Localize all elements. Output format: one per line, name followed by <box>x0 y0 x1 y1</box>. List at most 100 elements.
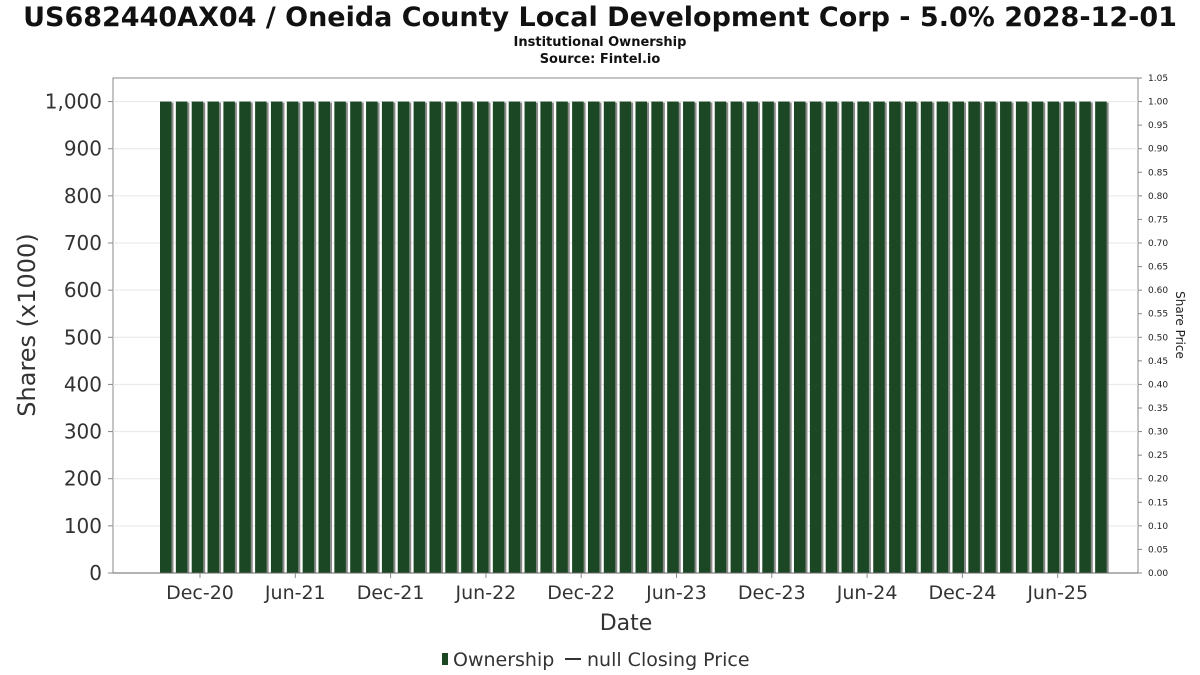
bar <box>318 101 330 574</box>
bar <box>397 101 410 574</box>
y-tick-label: 100 <box>64 514 102 538</box>
y-tick-label: 0 <box>89 561 102 585</box>
chart-title: US682440AX04 / Oneida County Local Devel… <box>23 2 1177 33</box>
y2-tick-label: 0.20 <box>1148 475 1168 485</box>
y-tick-label: 800 <box>64 184 102 208</box>
y-tick-label: 900 <box>64 137 102 161</box>
bar <box>825 101 838 574</box>
bar <box>698 101 711 574</box>
y2-tick-label: 0.25 <box>1148 451 1168 461</box>
bar <box>1063 101 1075 574</box>
bar <box>239 101 251 574</box>
y2-tick-label: 0.00 <box>1148 569 1168 579</box>
y-tick-label: 200 <box>64 467 102 491</box>
y-tick-label: 600 <box>64 278 102 302</box>
bar <box>207 101 220 574</box>
bar <box>160 101 172 574</box>
y2-tick-label: 0.70 <box>1148 239 1168 249</box>
bar <box>366 101 378 574</box>
y-axis-label: Shares (x1000) <box>13 233 41 416</box>
bar <box>255 101 267 574</box>
y2-tick-label: 0.75 <box>1148 215 1168 225</box>
y2-tick-label: 0.40 <box>1148 380 1168 390</box>
y-tick-label: 700 <box>64 231 102 255</box>
bar <box>857 101 869 574</box>
bar <box>1031 101 1044 574</box>
bar <box>952 101 964 574</box>
x-tick-label: Dec-20 <box>166 582 234 604</box>
y2-axis-label: Share Price <box>1173 291 1187 359</box>
bar <box>920 101 933 574</box>
y2-tick-label: 1.05 <box>1148 74 1168 84</box>
x-tick-label: Dec-24 <box>928 582 996 604</box>
y2-tick-label: 0.55 <box>1148 310 1168 320</box>
x-tick-label: Jun-25 <box>1026 582 1088 604</box>
bar <box>413 101 426 574</box>
y2-tick-label: 0.90 <box>1148 145 1168 155</box>
bar <box>350 101 362 574</box>
y2-tick-label: 0.05 <box>1148 545 1168 555</box>
y2-tick-label: 0.30 <box>1148 428 1168 438</box>
bar <box>889 101 901 574</box>
bar <box>984 101 996 574</box>
y2-tick-label: 0.80 <box>1148 192 1168 202</box>
legend-price-label: null Closing Price <box>587 649 750 671</box>
bar <box>508 101 521 574</box>
bar <box>873 101 885 574</box>
y2-tick-label: 0.10 <box>1148 522 1168 532</box>
y-tick-label: 500 <box>64 325 102 349</box>
x-tick-label: Dec-23 <box>738 582 806 604</box>
bar <box>524 101 537 574</box>
bar <box>778 101 790 574</box>
legend-ownership-swatch <box>442 653 448 665</box>
bar <box>445 101 457 574</box>
x-tick-label: Jun-22 <box>455 582 517 604</box>
bar <box>477 101 489 574</box>
bar <box>746 101 758 574</box>
legend-ownership-label: Ownership <box>453 649 554 671</box>
bar <box>1079 101 1091 574</box>
y2-tick-label: 1.00 <box>1148 98 1168 108</box>
bar <box>730 101 743 574</box>
bar <box>302 101 315 574</box>
y-tick-label: 300 <box>64 420 102 444</box>
bar <box>556 101 568 574</box>
bar <box>762 101 774 574</box>
bar <box>223 101 235 574</box>
bar <box>1095 101 1107 574</box>
bar <box>492 101 505 574</box>
bar <box>794 101 806 574</box>
x-tick-label: Dec-22 <box>547 582 615 604</box>
y-tick-label: 1,000 <box>45 90 102 114</box>
y2-tick-label: 0.15 <box>1148 498 1168 508</box>
y2-tick-label: 0.95 <box>1148 121 1168 131</box>
bar <box>540 101 552 574</box>
bar <box>334 101 346 574</box>
bar <box>587 101 600 574</box>
y2-tick-label: 0.45 <box>1148 357 1168 367</box>
y2-tick-label: 0.60 <box>1148 286 1168 296</box>
y2-tick-label: 0.65 <box>1148 263 1168 273</box>
bar <box>936 101 949 574</box>
bar <box>904 101 917 574</box>
x-tick-label: Jun-24 <box>836 582 898 604</box>
chart-source: Source: Fintel.io <box>539 52 661 67</box>
bar <box>1000 101 1012 574</box>
bar <box>635 101 647 574</box>
y2-tick-label: 0.85 <box>1148 168 1168 178</box>
bar <box>619 101 632 574</box>
bar <box>809 101 822 574</box>
bar <box>603 101 616 574</box>
bar <box>714 101 727 574</box>
x-tick-label: Dec-21 <box>357 582 425 604</box>
bar <box>175 101 188 574</box>
bar <box>191 101 204 574</box>
bar <box>651 101 663 574</box>
bar <box>968 101 980 574</box>
y-tick-label: 400 <box>64 372 102 396</box>
bar <box>381 101 394 574</box>
y2-tick-label: 0.50 <box>1148 333 1168 343</box>
bar <box>1015 101 1028 574</box>
x-tick-label: Jun-21 <box>264 582 326 604</box>
